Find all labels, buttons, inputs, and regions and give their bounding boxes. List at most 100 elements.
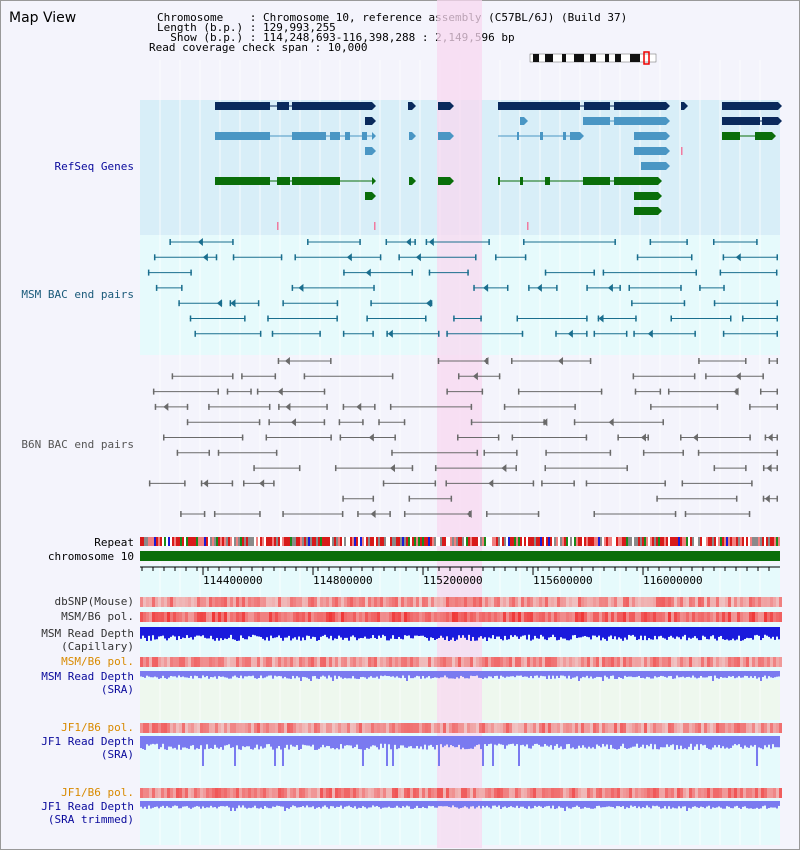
b6n-bac-end <box>470 403 473 410</box>
jf1-depth-bar <box>710 736 712 750</box>
msm-b6-pol-sra-cell <box>614 657 617 667</box>
msm-bac-arrow <box>230 299 236 308</box>
msm-b6-pol-sra-cell <box>356 657 359 667</box>
jf1-depth-bar <box>666 736 668 745</box>
b6n-bac-arrow <box>733 387 739 396</box>
jf1-depth-bar <box>426 736 428 750</box>
msm-b6-pol-sra-cell <box>143 657 146 667</box>
msm-depth-sra-bar <box>582 671 584 677</box>
msm-b6-pol-cell <box>362 612 365 622</box>
jf1-b6-pol-cell <box>608 723 611 733</box>
msm-depth-cap-bar <box>198 627 200 636</box>
msm-b6-pol-sra-cell <box>659 657 662 667</box>
msm-depth-sra-bar <box>148 671 150 677</box>
jf1-depth-trim-bar <box>722 801 724 809</box>
msm-b6-pol-sra-cell <box>455 657 458 667</box>
msm-depth-sra-bar <box>400 671 402 679</box>
b6n-bac-end <box>213 511 216 517</box>
jf1-b6-pol-cell <box>428 723 431 733</box>
msm-depth-cap-bar <box>356 627 358 641</box>
gene-exon <box>277 177 290 185</box>
jf1-b6-pol-cell <box>413 723 416 733</box>
msm-depth-sra-bar <box>502 671 504 677</box>
jf1-b6-pol-cell <box>743 723 746 733</box>
jf1-b6-pol-cell <box>527 723 530 733</box>
msm-depth-sra-bar <box>414 671 416 678</box>
msm-depth-sra-bar <box>600 671 602 678</box>
dbsnp-cell <box>140 597 143 607</box>
msm-depth-cap-bar <box>734 627 736 641</box>
repeat-element <box>314 537 316 546</box>
repeat-element <box>708 537 710 546</box>
msm-depth-sra-bar <box>186 671 188 678</box>
msm-depth-sra-bar <box>732 671 734 677</box>
msm-b6-pol-sra-cell <box>233 657 236 667</box>
jf1-depth-bar <box>566 736 568 745</box>
msm-b6-pol-sra-cell <box>188 657 191 667</box>
msm-depth-cap-bar <box>554 627 556 638</box>
repeat-element <box>454 537 456 546</box>
dbsnp-cell <box>182 597 185 607</box>
msm-b6-pol-cell <box>464 612 467 622</box>
msm-depth-cap-bar <box>538 627 540 639</box>
dbsnp-cell <box>695 597 698 607</box>
jf1-depth-bar <box>316 736 318 750</box>
msm-b6-pol-sra-cell <box>395 657 398 667</box>
msm-b6-pol-cell <box>692 612 695 622</box>
msm-b6-pol-sra-cell <box>248 657 251 667</box>
jf1-b6-pol-cell <box>398 723 401 733</box>
msm-depth-cap-bar <box>480 627 482 637</box>
msm-depth-cap-bar <box>654 627 656 636</box>
msm-b6-pol-sra-cell <box>599 657 602 667</box>
jf1-b6-pol-trim-cell <box>509 788 512 798</box>
jf1-depth-bar <box>620 736 622 747</box>
jf1-b6-pol-trim-cell <box>359 788 362 798</box>
jf1-b6-pol-cell <box>647 723 650 733</box>
msm-depth-cap-bar <box>572 627 574 636</box>
gene-strand-arrow <box>658 177 662 185</box>
dbsnp-cell <box>170 597 173 607</box>
jf1-depth-trim-bar <box>428 801 430 806</box>
b6n-bac-end <box>389 403 392 410</box>
msm-depth-sra-bar <box>230 671 232 679</box>
repeat-element <box>530 537 532 546</box>
msm-b6-pol-cell <box>557 612 560 622</box>
jf1-b6-pol-trim-cell <box>161 788 164 798</box>
jf1-depth-trim-bar <box>482 801 484 806</box>
jf1-depth-trim-bar <box>276 801 278 806</box>
dbsnp-cell <box>698 597 701 607</box>
jf1-b6-pol-trim-cell <box>185 788 188 798</box>
jf1-depth-trim-bar <box>576 801 578 806</box>
msm-depth-sra-bar <box>182 671 184 677</box>
msm-depth-cap-bar <box>406 627 408 636</box>
msm-depth-sra-bar <box>776 671 778 677</box>
dbsnp-cell <box>380 597 383 607</box>
msm-b6-pol-cell <box>521 612 524 622</box>
jf1-depth-trim-bar <box>406 801 408 806</box>
jf1-b6-pol-trim-cell <box>218 788 221 798</box>
jf1-depth-bar <box>482 736 484 766</box>
b6n-bac-end <box>768 358 771 364</box>
msm-b6-pol-cell <box>395 612 398 622</box>
msm-depth-sra-bar <box>254 671 256 679</box>
jf1-depth-bar <box>568 736 570 744</box>
jf1-depth-trim-bar <box>732 801 734 809</box>
msm-depth-sra-bar <box>384 671 386 676</box>
jf1-depth-bar <box>304 736 306 746</box>
jf1-depth-bar <box>272 736 274 750</box>
msm-b6-pol-sra-cell <box>314 657 317 667</box>
jf1-depth-bar <box>168 736 170 747</box>
jf1-b6-pol-trim-cell <box>494 788 497 798</box>
jf1-depth-trim-bar <box>164 801 166 808</box>
msm-bac-end <box>398 254 400 261</box>
repeat-element <box>746 537 748 546</box>
jf1-b6-pol-trim-cell <box>635 788 638 798</box>
msm-depth-cap-bar <box>476 627 478 641</box>
repeat-element <box>362 537 364 546</box>
msm-depth-sra-bar <box>478 671 480 678</box>
jf1-depth-bar <box>740 736 742 748</box>
jf1-depth-bar <box>334 736 336 750</box>
jf1-b6-pol-trim-cell <box>236 788 239 798</box>
jf1-b6-pol-cell <box>680 723 683 733</box>
